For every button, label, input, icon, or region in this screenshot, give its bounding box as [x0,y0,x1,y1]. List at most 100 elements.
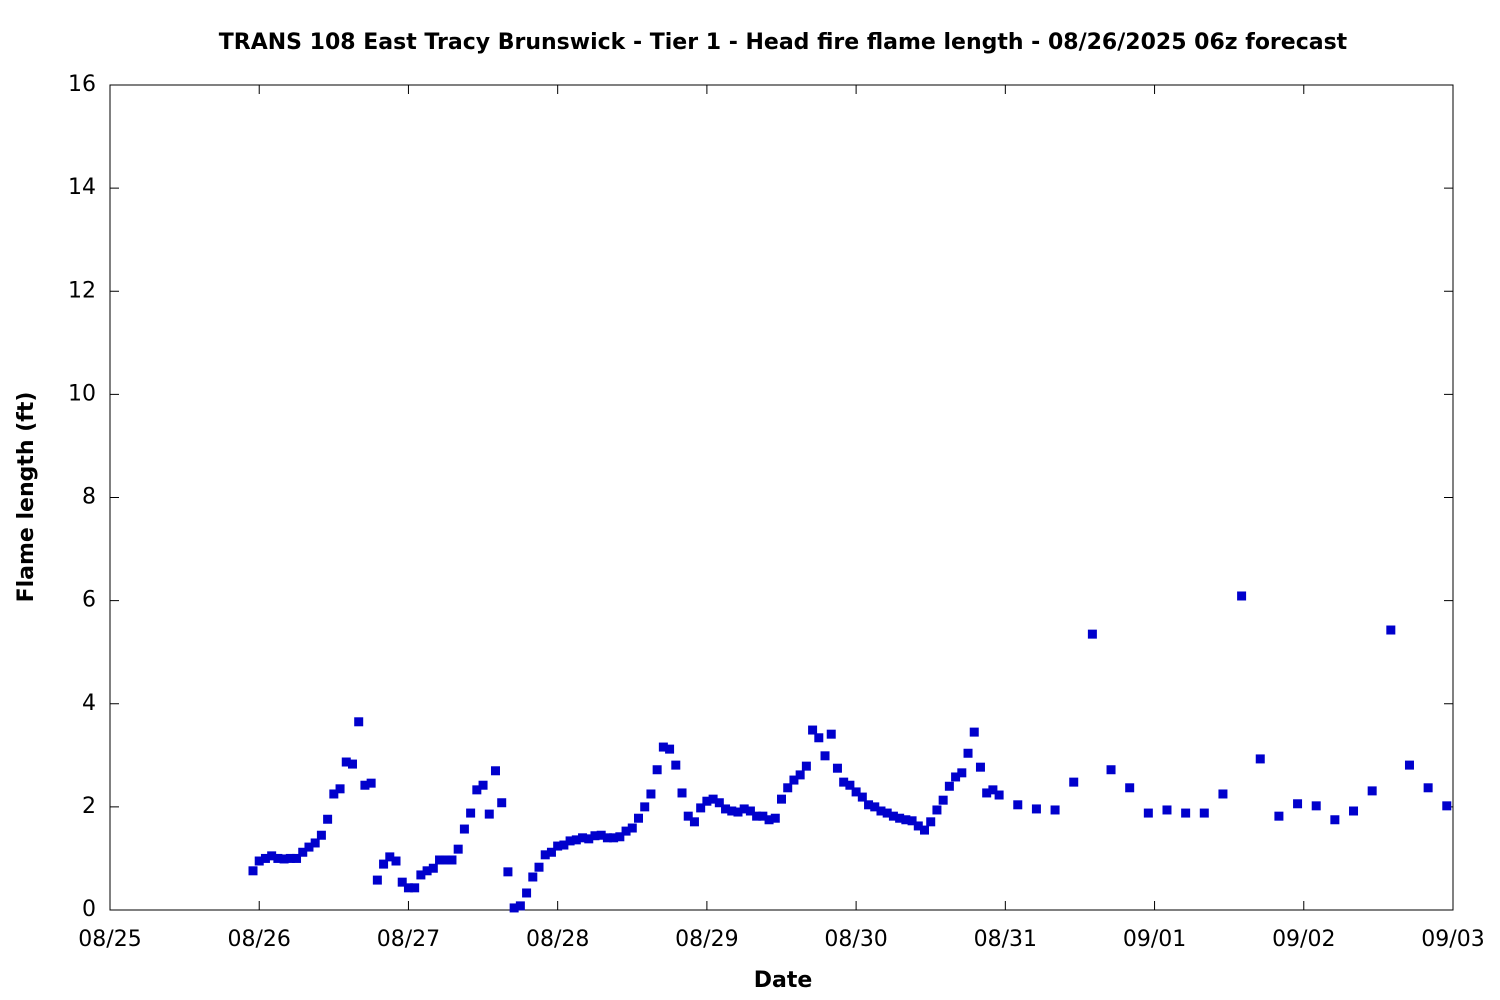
x-tick-label: 08/29 [675,927,738,952]
point [621,826,631,836]
point [1293,799,1303,809]
y-tick-label: 2 [82,794,96,819]
point [795,770,805,780]
point [584,834,594,844]
point [1311,801,1321,811]
point [602,833,612,843]
point [696,803,706,813]
point [944,781,954,791]
x-tick-label: 09/03 [1421,927,1484,952]
point [876,806,886,816]
point [310,838,320,848]
point [994,790,1004,800]
point [254,856,264,866]
point [870,802,880,812]
point [702,796,712,806]
x-tick-label: 09/02 [1272,927,1335,952]
point [814,733,824,743]
point [285,853,295,863]
point [752,811,762,821]
point [1367,786,1377,796]
point [683,811,693,821]
point [920,825,930,835]
point [758,811,768,821]
point [1330,815,1340,825]
point [428,863,438,873]
point [783,783,793,793]
point [304,842,314,852]
x-tick-label: 09/01 [1123,927,1186,952]
y-tick-label: 14 [68,175,96,200]
point [509,903,519,913]
point [609,833,619,843]
point [1218,789,1228,799]
point [957,768,967,778]
x-tick-label: 08/31 [974,927,1037,952]
point [323,814,333,824]
point [267,851,277,861]
point [901,815,911,825]
point [969,727,979,737]
point [926,817,936,827]
point [658,742,668,752]
point [385,852,395,862]
point [882,808,892,818]
point [1386,625,1396,635]
point [397,877,407,887]
point [546,847,556,857]
point [1087,629,1097,639]
point [540,850,550,860]
point [466,808,476,818]
point [447,855,457,865]
point [335,784,345,794]
point [646,789,656,799]
point [571,835,581,845]
point [951,772,961,782]
point [1442,801,1452,811]
point [832,763,842,773]
point [329,789,339,799]
point [770,813,780,823]
point [820,751,830,761]
point [801,761,811,771]
point [1255,754,1265,764]
point [808,725,818,735]
point [895,813,905,823]
point [292,853,302,863]
point [888,811,898,821]
point [708,794,718,804]
point [689,817,699,827]
point [279,854,289,864]
point [733,807,743,817]
point [366,778,376,788]
chart-title: TRANS 108 East Tracy Brunswick - Tier 1 … [219,30,1348,55]
point [789,775,799,785]
point [1162,805,1172,815]
point [298,847,308,857]
point [1050,805,1060,815]
point [665,744,675,754]
point [988,785,998,795]
point [845,780,855,790]
point [522,888,532,898]
point [565,836,575,846]
point [963,748,973,758]
x-axis-label: Date [754,968,813,993]
plot-frame [109,84,1454,911]
point [633,813,643,823]
point [764,815,774,825]
y-axis-label: Flame length (ft) [14,392,39,603]
point [347,759,357,769]
point [273,853,283,863]
point [1423,783,1433,793]
point [515,901,525,911]
point [1349,806,1359,816]
point [982,788,992,798]
point [652,765,662,775]
point [1069,777,1079,787]
point [503,867,513,877]
point [777,794,786,804]
y-tick-label: 10 [68,381,96,406]
point [913,821,923,831]
